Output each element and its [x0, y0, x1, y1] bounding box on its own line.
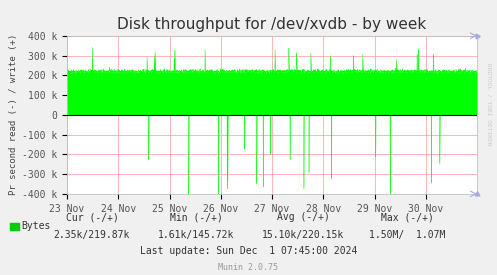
Text: 1.61k/145.72k: 1.61k/145.72k	[158, 230, 235, 240]
Text: Min (-/+): Min (-/+)	[170, 212, 223, 222]
Text: RRDTOOL / TOBI OETIKER: RRDTOOL / TOBI OETIKER	[486, 63, 491, 146]
Title: Disk throughput for /dev/xvdb - by week: Disk throughput for /dev/xvdb - by week	[117, 17, 427, 32]
Text: 2.35k/219.87k: 2.35k/219.87k	[54, 230, 130, 240]
Text: Munin 2.0.75: Munin 2.0.75	[219, 263, 278, 272]
Text: Last update: Sun Dec  1 07:45:00 2024: Last update: Sun Dec 1 07:45:00 2024	[140, 246, 357, 256]
Y-axis label: Pr second read (-) / write (+): Pr second read (-) / write (+)	[9, 34, 18, 196]
Text: Cur (-/+): Cur (-/+)	[66, 212, 118, 222]
Text: Bytes: Bytes	[21, 221, 51, 231]
Text: Max (-/+): Max (-/+)	[381, 212, 434, 222]
Text: 1.50M/  1.07M: 1.50M/ 1.07M	[369, 230, 446, 240]
Text: Avg (-/+): Avg (-/+)	[277, 212, 330, 222]
Text: 15.10k/220.15k: 15.10k/220.15k	[262, 230, 344, 240]
